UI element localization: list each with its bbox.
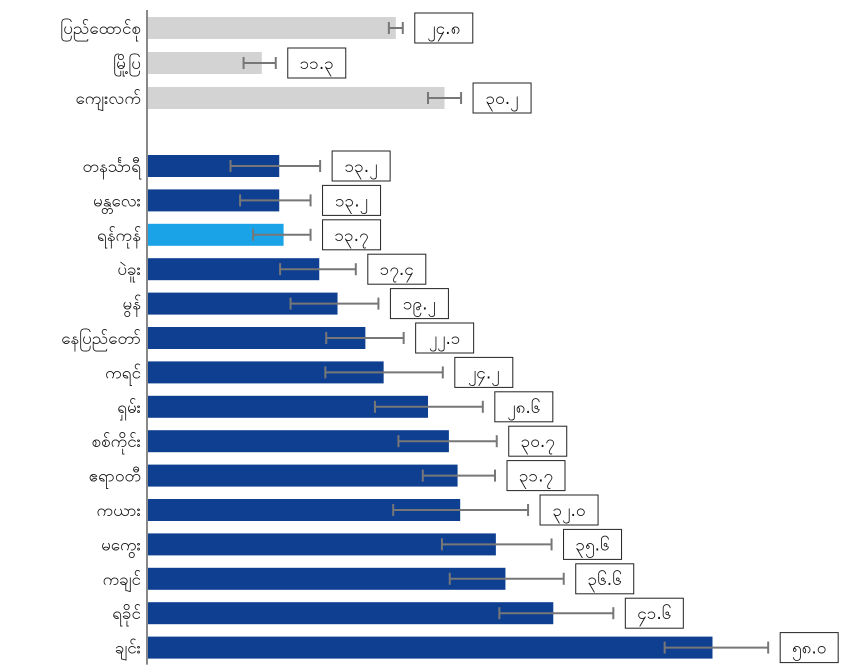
bar (148, 258, 320, 281)
value-label-box (494, 391, 554, 423)
value-label: ၃၀.၂ (486, 89, 519, 112)
value-label-box (414, 12, 474, 44)
value-label: ၃၆.၆ (588, 569, 622, 593)
bar (148, 17, 396, 39)
category-label: ချင်း (115, 639, 141, 662)
value-label: ၅၈.၀ (792, 639, 826, 662)
value-label: ၂၄.၂ (468, 363, 500, 386)
value-label-box (367, 253, 427, 285)
bar (148, 87, 445, 109)
value-label-box (575, 563, 635, 595)
category-label: မကွေး (101, 535, 141, 558)
bar (148, 567, 506, 590)
category-label: မန္တလေး (93, 191, 141, 214)
value-label-box (322, 219, 382, 251)
value-label: ၁၃.၂ (345, 157, 378, 180)
value-label: ၁၁.၃ (300, 54, 334, 77)
bar (148, 52, 262, 74)
value-label: ၄၁.၆ (637, 603, 671, 627)
value-label: ၃၁.၇ (519, 467, 553, 490)
value-label: ၂၈.၆ (507, 397, 540, 421)
category-label: ကျေးလက် (76, 89, 141, 112)
value-label: ၃၀.၇ (521, 432, 555, 455)
category-label: ကချင် (103, 570, 141, 593)
chart-marks: ပြည်ထောင်စု ၂၄.၈မြို့ပြ ၁၁.၃ကျေးလက် ၃၀.၂တနင… (60, 12, 839, 664)
bar (148, 602, 554, 625)
category-label: မွန် (122, 295, 141, 318)
value-label-box (415, 322, 475, 354)
category-label: ပြည်ထောင်စု (60, 17, 141, 42)
bar (148, 223, 284, 246)
category-label: တနင်္သာရီ (82, 157, 142, 180)
value-label: ၁၃.၇ (335, 226, 369, 249)
category-label: ရှမ်း (117, 398, 141, 421)
value-label-box (287, 47, 347, 79)
value-label: ၁၃.၂ (335, 191, 368, 214)
value-label: ၁၉.၂ (403, 295, 436, 318)
bar (148, 395, 429, 418)
value-label-box (563, 528, 623, 560)
category-label: ရခိုင် (112, 604, 141, 627)
bar (148, 155, 280, 177)
value-label-box (454, 356, 514, 388)
category-label: ရန်ကုန် (97, 226, 141, 249)
value-label-box (322, 184, 382, 216)
value-label-box (506, 460, 566, 492)
value-label-box (779, 632, 839, 664)
category-label: ဧရာဝတီ (89, 467, 141, 490)
bar (148, 430, 449, 453)
value-label-box (624, 597, 684, 629)
value-label: ၃၅.၆ (576, 534, 610, 558)
value-label-box (331, 150, 391, 182)
bar (148, 499, 461, 521)
value-label-box (539, 494, 599, 526)
bar (148, 464, 458, 487)
value-label: ၂၄.၈ (427, 19, 460, 42)
bar (148, 189, 280, 212)
value-label: ၂၂.၁ (429, 329, 461, 352)
category-label: ကယား (97, 501, 141, 521)
category-label: ကရင် (105, 363, 141, 386)
bar (148, 327, 366, 349)
value-label-box (472, 82, 532, 114)
bar (148, 636, 713, 659)
category-label: ပဲခူး (117, 260, 141, 283)
value-label: ၁၇.၄ (380, 260, 414, 283)
bar (148, 533, 496, 556)
category-label: နေပြည်တော် (61, 327, 141, 352)
value-label-box (389, 288, 449, 320)
value-label-box (508, 425, 568, 457)
category-label: မြို့ပြ (113, 52, 141, 77)
value-label: ၃၂.၀ (553, 501, 586, 524)
category-label: စစ်ကိုင်း (91, 432, 141, 455)
